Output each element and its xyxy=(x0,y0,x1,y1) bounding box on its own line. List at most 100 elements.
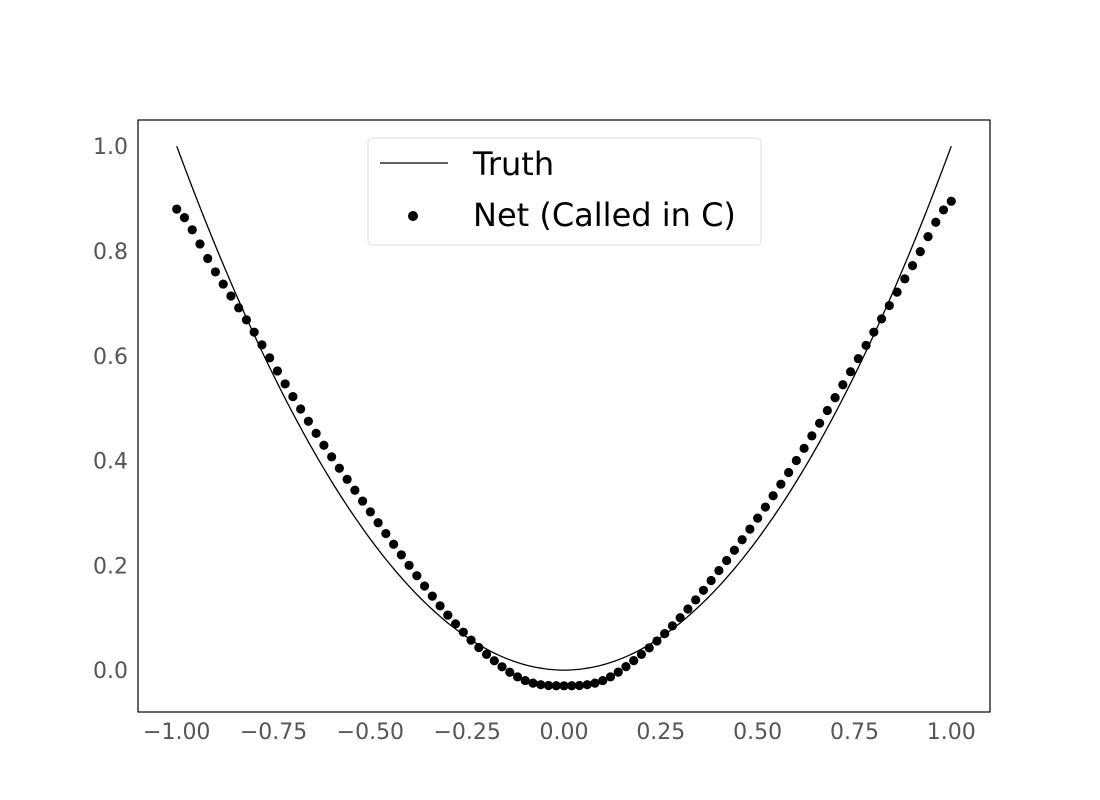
scatter-point-net xyxy=(481,649,492,659)
x-tick-label: 1.00 xyxy=(927,720,976,745)
scatter-point-net xyxy=(450,619,461,629)
scatter-point-net xyxy=(505,667,515,677)
scatter-point-net xyxy=(784,467,794,478)
scatter-point-net xyxy=(869,327,879,337)
scatter-point-net xyxy=(753,513,763,523)
scatter-point-net xyxy=(458,627,468,637)
x-axis-ticks: −1.00 −0.75 −0.50 −0.25 0.00 0.25 0.50 0.75 1.00 xyxy=(143,720,976,745)
scatter-point-net xyxy=(861,340,871,350)
scatter-point-net xyxy=(644,643,654,653)
scatter-point-net xyxy=(419,581,430,591)
scatter-point-net xyxy=(210,267,221,277)
scatter-point-net xyxy=(660,629,670,639)
scatter-point-net xyxy=(257,340,267,350)
scatter-point-net xyxy=(358,496,368,506)
scatter-point-net xyxy=(822,405,832,416)
scatter-point-net xyxy=(884,300,894,311)
x-tick-label: −0.50 xyxy=(337,720,404,745)
scatter-point-net xyxy=(327,452,337,462)
scatter-point-net xyxy=(272,366,283,376)
scatter-point-net xyxy=(334,463,344,473)
scatter-point-net xyxy=(249,327,259,337)
y-axis-ticks: 0.0 0.2 0.4 0.6 0.8 1.0 xyxy=(93,135,128,684)
scatter-point-net xyxy=(613,667,623,677)
y-tick-label: 0.8 xyxy=(93,240,128,265)
scatter-point-net xyxy=(667,621,678,631)
plot-area xyxy=(172,145,956,691)
scatter-point-net xyxy=(691,595,701,605)
y-tick-label: 0.2 xyxy=(93,554,128,579)
x-tick-label: 0.75 xyxy=(830,720,879,745)
scatter-point-net xyxy=(698,585,709,595)
scatter-point-net xyxy=(629,656,639,666)
scatter-point-net xyxy=(729,545,740,555)
plot-frame xyxy=(137,119,991,713)
scatter-point-net xyxy=(605,672,616,682)
scatter-point-net xyxy=(365,507,375,517)
scatter-point-net xyxy=(621,662,631,672)
scatter-point-net xyxy=(218,279,228,289)
scatter-point-net xyxy=(582,680,592,690)
scatter-point-net xyxy=(234,303,244,313)
scatter-point-net xyxy=(915,246,925,257)
scatter-point-net xyxy=(474,642,484,653)
scatter-point-net xyxy=(412,571,422,581)
scatter-point-net xyxy=(845,367,856,377)
scatter-point-net xyxy=(931,217,941,227)
scatter-point-net xyxy=(683,604,693,614)
x-tick-label: 0.00 xyxy=(540,720,589,745)
scatter-point-net xyxy=(226,291,236,301)
scatter-point-net xyxy=(853,353,863,364)
scatter-point-net xyxy=(319,440,329,450)
legend-net-marker-icon xyxy=(408,211,418,221)
legend: Truth Net (Called in C) xyxy=(367,137,762,246)
scatter-point-net xyxy=(195,239,205,249)
scatter-point-net xyxy=(179,213,190,223)
scatter-point-net xyxy=(892,287,902,297)
y-tick-label: 1.0 xyxy=(93,135,128,160)
legend-label-truth: Truth xyxy=(472,145,554,183)
scatter-point-net xyxy=(760,502,770,512)
scatter-point-net xyxy=(907,261,918,271)
legend-frame xyxy=(367,137,762,246)
scatter-point-net xyxy=(187,225,197,235)
scatter-point-net xyxy=(241,315,252,325)
scatter-point-net xyxy=(396,550,406,560)
scatter-point-net xyxy=(489,656,499,666)
scatter-point-net xyxy=(706,575,716,586)
scatter-point-net xyxy=(768,491,778,501)
scatter-point-net xyxy=(303,416,313,426)
series-line-truth xyxy=(176,145,952,671)
scatter-point-net xyxy=(265,353,275,363)
legend-label-net: Net (Called in C) xyxy=(473,196,736,234)
y-tick-label: 0.4 xyxy=(93,450,128,475)
scatter-point-net xyxy=(559,681,569,691)
scatter-point-net xyxy=(389,539,399,549)
scatter-point-net xyxy=(799,443,809,453)
scatter-point-net xyxy=(714,565,724,576)
scatter-point-net xyxy=(536,680,546,690)
scatter-point-net xyxy=(288,392,298,402)
scatter-point-net xyxy=(528,678,538,688)
scatter-point-net xyxy=(946,196,956,206)
scatter-point-net xyxy=(745,524,755,534)
scatter-point-net xyxy=(815,418,825,428)
scatter-point-net xyxy=(435,601,445,611)
scatter-point-net xyxy=(543,680,554,691)
x-tick-label: 0.50 xyxy=(733,720,782,745)
scatter-point-net xyxy=(350,485,360,495)
y-tick-label: 0.0 xyxy=(93,659,128,684)
scatter-point-net xyxy=(830,393,840,403)
y-tick-label: 0.6 xyxy=(93,345,128,370)
scatter-point-net xyxy=(381,528,391,539)
scatter-point-net xyxy=(900,274,910,284)
scatter-point-net xyxy=(551,681,561,691)
scatter-point-net xyxy=(466,635,476,645)
scatter-point-net xyxy=(520,675,530,686)
scatter-point-net xyxy=(373,518,383,528)
scatter-point-net xyxy=(590,678,600,688)
scatter-point-net xyxy=(876,314,887,324)
scatter-point-net xyxy=(938,205,949,215)
